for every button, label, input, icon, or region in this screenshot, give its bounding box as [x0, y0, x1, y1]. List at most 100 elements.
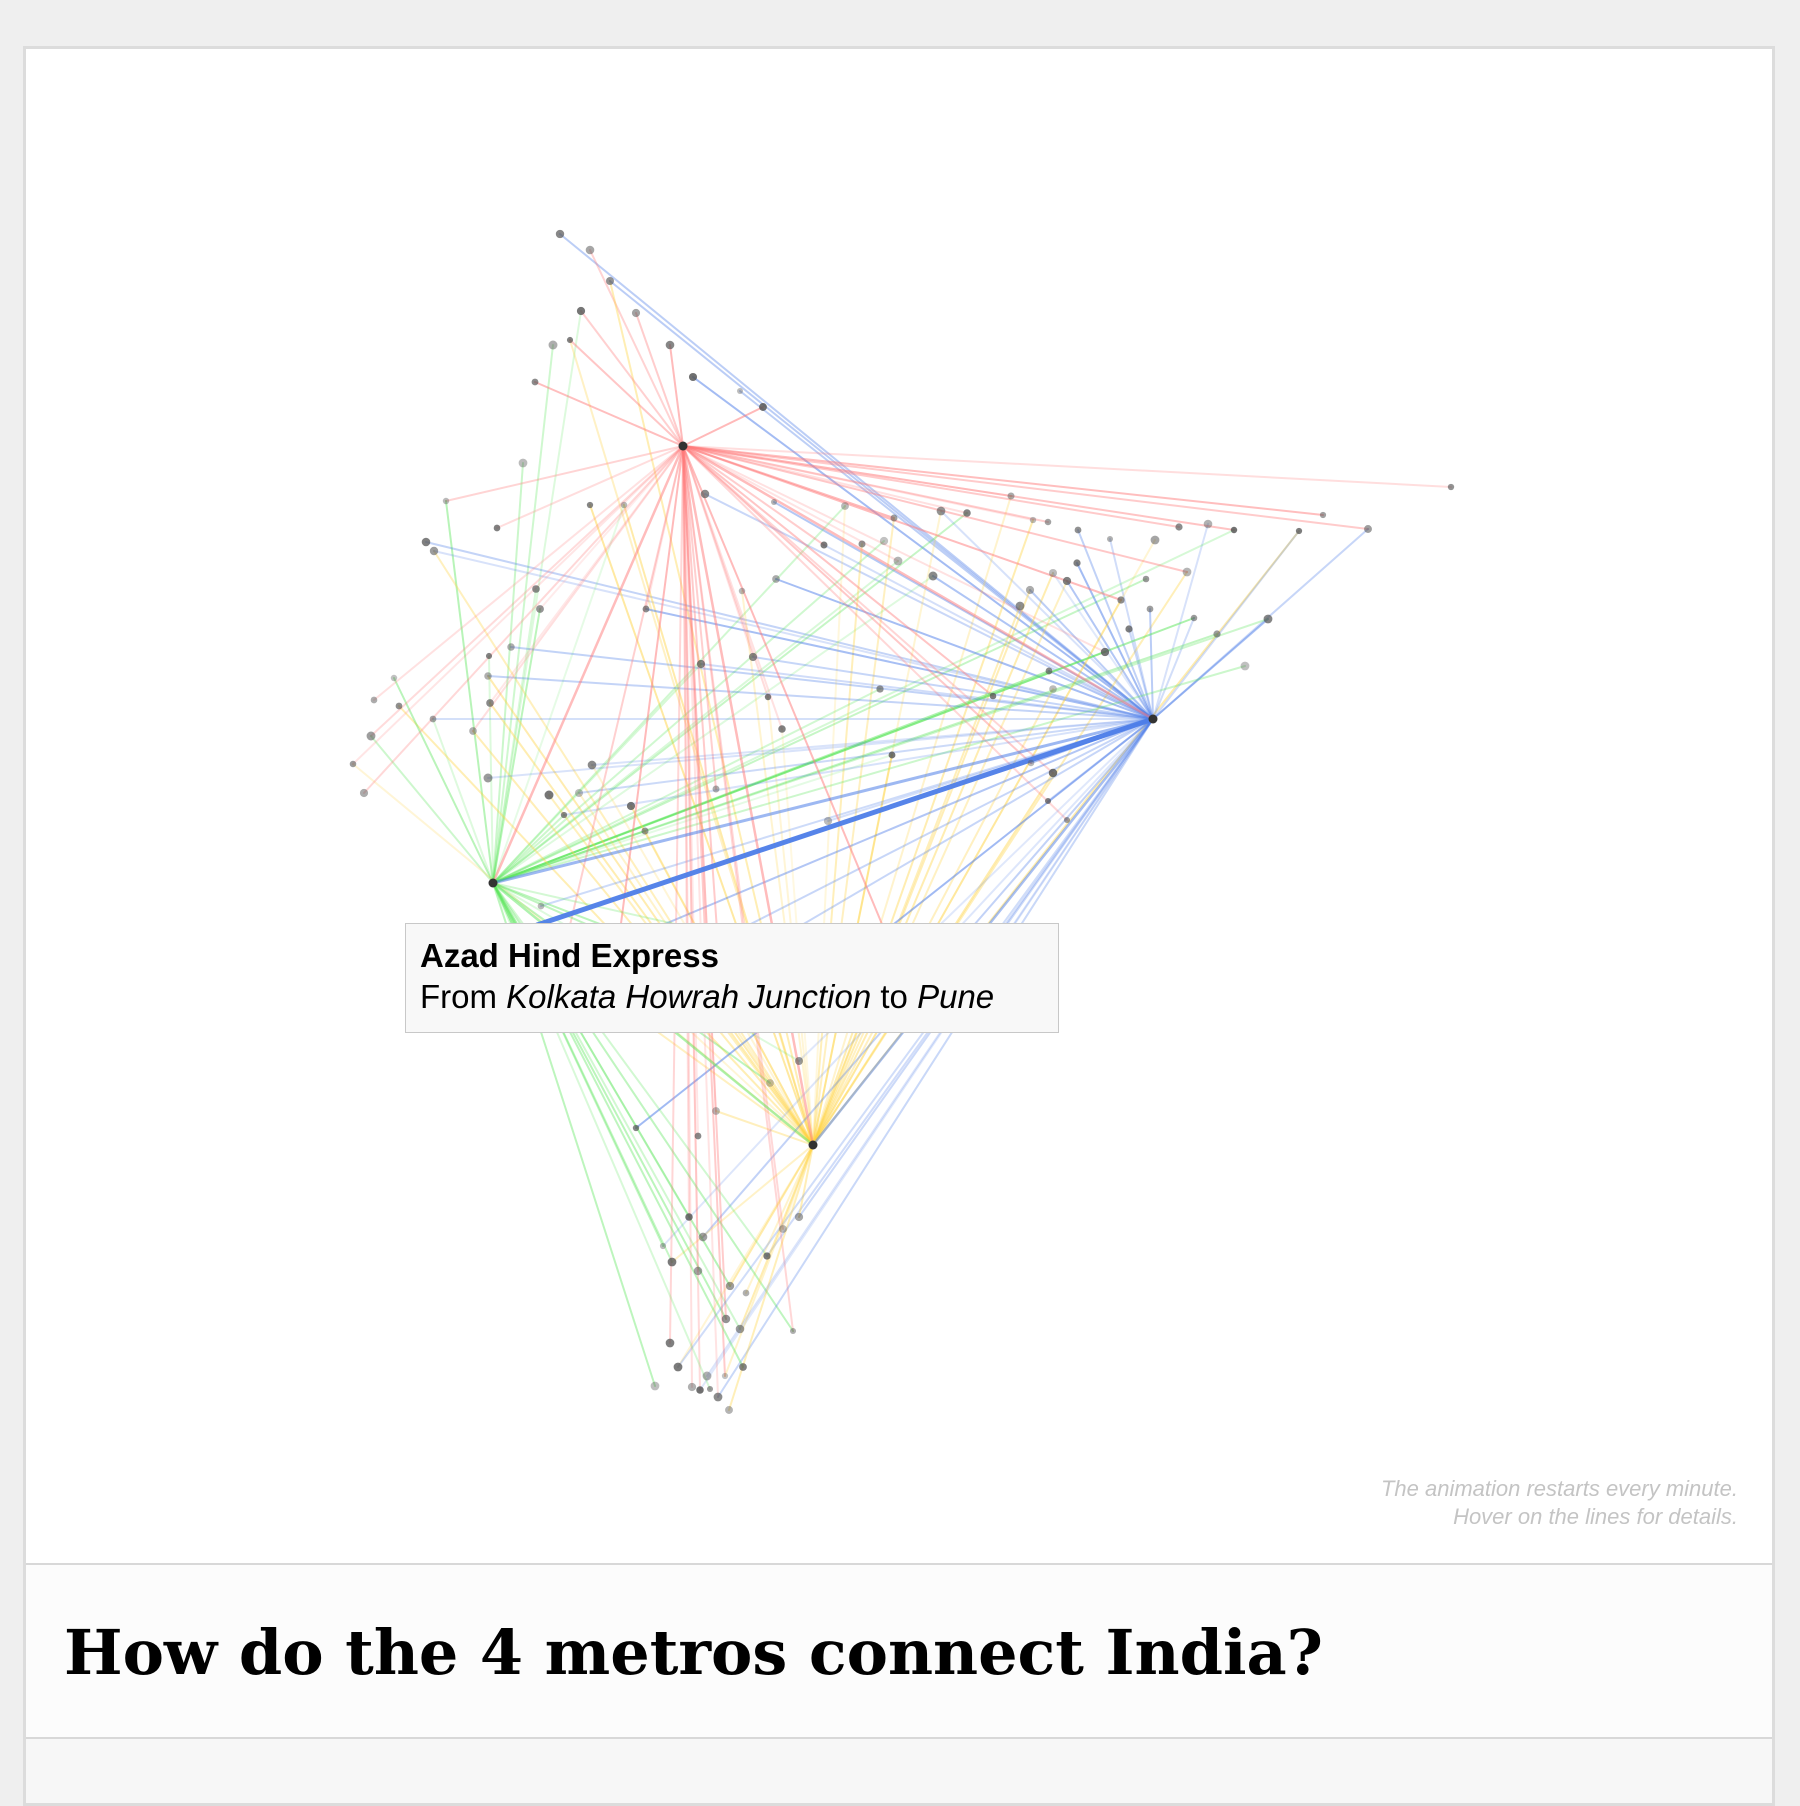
route-line[interactable] — [609, 280, 1154, 720]
city-node[interactable] — [548, 340, 558, 350]
route-line[interactable] — [812, 543, 863, 1146]
route-line[interactable] — [496, 445, 684, 529]
route-line[interactable] — [682, 445, 701, 1391]
route-line[interactable] — [635, 312, 684, 447]
city-node[interactable] — [641, 827, 649, 835]
route-line[interactable] — [682, 445, 727, 1320]
route-line[interactable] — [492, 665, 1246, 884]
route-line[interactable] — [373, 445, 684, 701]
route-line[interactable] — [580, 310, 684, 447]
route-line[interactable] — [769, 1082, 814, 1146]
city-node[interactable] — [1240, 661, 1250, 671]
train-network-svg[interactable] — [26, 49, 1775, 1563]
city-node[interactable] — [989, 692, 997, 700]
route-line[interactable] — [645, 608, 1154, 720]
route-line[interactable] — [623, 504, 814, 1146]
city-node[interactable] — [739, 1363, 747, 1371]
highlighted-route-line[interactable] — [534, 716, 1156, 928]
city-node[interactable] — [702, 1371, 712, 1381]
route-line[interactable] — [553, 445, 684, 994]
route-line[interactable] — [682, 445, 690, 1218]
city-node[interactable] — [493, 524, 501, 532]
city-node[interactable] — [1073, 559, 1081, 567]
city-node[interactable] — [890, 514, 898, 522]
city-node[interactable] — [1319, 511, 1327, 519]
city-node[interactable] — [721, 1314, 731, 1324]
city-node[interactable] — [632, 1124, 640, 1132]
city-node[interactable] — [631, 308, 641, 318]
route-line[interactable] — [492, 504, 625, 884]
city-node[interactable] — [1190, 614, 1198, 622]
city-node[interactable] — [696, 1386, 704, 1394]
metro-hub-node[interactable] — [1148, 714, 1158, 724]
route-line[interactable] — [677, 1144, 814, 1368]
city-node[interactable] — [770, 498, 778, 506]
route-line[interactable] — [812, 495, 1012, 1146]
metro-hub-node[interactable] — [488, 878, 498, 888]
route-line[interactable] — [739, 390, 1154, 720]
route-line[interactable] — [932, 575, 1154, 720]
route-line[interactable] — [699, 718, 1154, 1391]
city-node[interactable] — [1049, 685, 1057, 693]
route-line[interactable] — [812, 580, 1068, 1146]
route-line[interactable] — [682, 445, 968, 514]
city-node[interactable] — [667, 1257, 677, 1267]
city-node[interactable] — [626, 801, 636, 811]
route-line[interactable] — [563, 718, 1154, 816]
route-line[interactable] — [487, 718, 1154, 779]
route-line[interactable] — [669, 445, 684, 1344]
city-node[interactable] — [1100, 647, 1110, 657]
city-node[interactable] — [1150, 535, 1160, 545]
route-line[interactable] — [1048, 670, 1154, 720]
city-node[interactable] — [888, 751, 896, 759]
city-node[interactable] — [778, 725, 786, 733]
route-line[interactable] — [677, 718, 1154, 1368]
route-line[interactable] — [775, 578, 1154, 720]
route-line[interactable] — [488, 655, 494, 884]
route-line[interactable] — [682, 445, 1032, 764]
city-node[interactable] — [1175, 523, 1183, 531]
route-line[interactable] — [492, 529, 1235, 884]
city-node[interactable] — [1295, 527, 1303, 535]
route-line[interactable] — [682, 445, 693, 1388]
route-line[interactable] — [1152, 618, 1269, 720]
city-node[interactable] — [650, 1381, 660, 1391]
city-node[interactable] — [485, 652, 493, 660]
route-line[interactable] — [489, 445, 684, 704]
city-node[interactable] — [1048, 568, 1058, 578]
route-line[interactable] — [798, 1144, 814, 1218]
city-node[interactable] — [721, 1372, 729, 1380]
city-node[interactable] — [518, 458, 528, 468]
route-line[interactable] — [363, 445, 684, 794]
route-line[interactable] — [715, 1110, 814, 1146]
route-line[interactable] — [682, 445, 717, 790]
city-node[interactable] — [532, 585, 540, 593]
route-line[interactable] — [752, 656, 1154, 720]
city-node[interactable] — [1146, 605, 1154, 613]
route-line[interactable] — [492, 462, 524, 884]
route-line[interactable] — [767, 696, 814, 1146]
city-node[interactable] — [763, 1252, 771, 1260]
route-line[interactable] — [1128, 628, 1154, 720]
route-line[interactable] — [534, 381, 684, 447]
route-line[interactable] — [352, 445, 684, 765]
city-node[interactable] — [698, 1232, 708, 1242]
city-node[interactable] — [736, 387, 744, 395]
route-line[interactable] — [540, 718, 1154, 907]
train-network-map[interactable]: Azad Hind Express From Kolkata Howrah Ju… — [26, 49, 1775, 1563]
route-line[interactable] — [669, 344, 684, 447]
route-line[interactable] — [812, 519, 1034, 1146]
route-line[interactable] — [492, 617, 1195, 884]
route-line[interactable] — [681, 444, 1155, 721]
route-line[interactable] — [578, 718, 1154, 794]
city-node[interactable] — [1142, 575, 1150, 583]
city-node[interactable] — [823, 816, 833, 826]
city-node[interactable] — [1125, 625, 1133, 633]
route-line[interactable] — [812, 589, 1031, 1146]
city-node[interactable] — [1027, 759, 1035, 767]
city-node[interactable] — [574, 788, 584, 798]
city-node[interactable] — [735, 1324, 745, 1334]
city-node[interactable] — [712, 1107, 720, 1115]
route-line[interactable] — [682, 445, 719, 1398]
route-line[interactable] — [682, 445, 1452, 488]
